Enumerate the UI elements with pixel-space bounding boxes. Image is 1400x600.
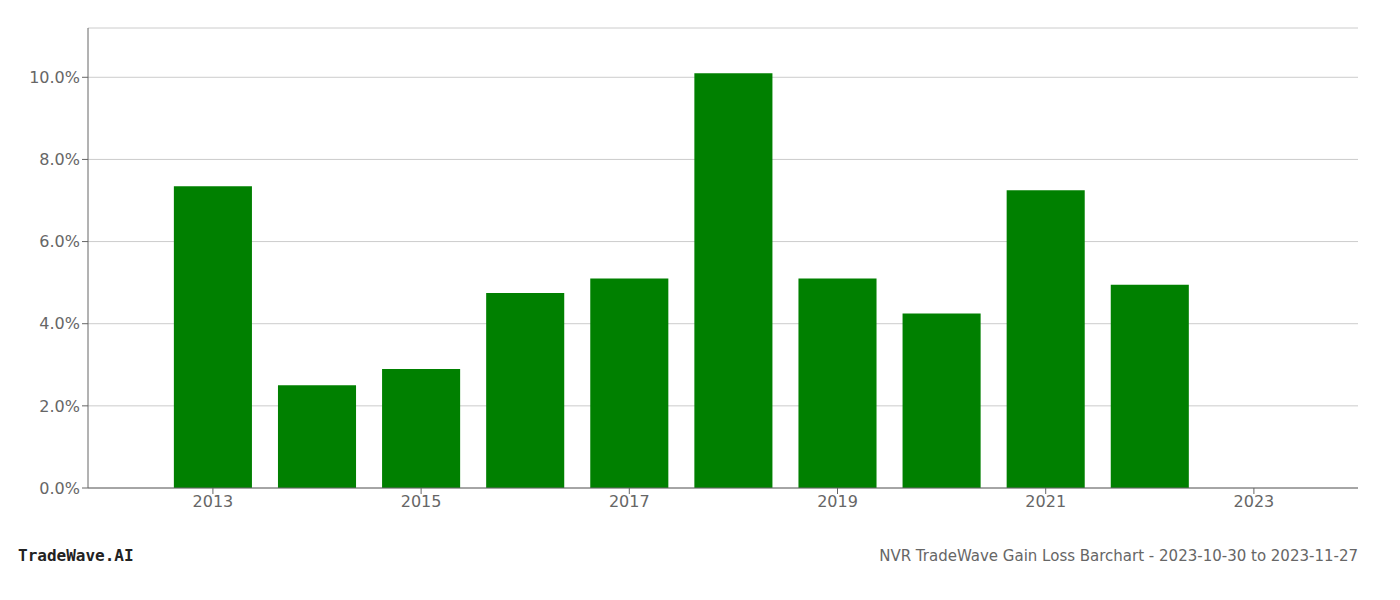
svg-text:2017: 2017 [609,492,650,511]
svg-text:10.0%: 10.0% [29,68,80,87]
svg-text:6.0%: 6.0% [39,232,80,251]
svg-text:0.0%: 0.0% [39,479,80,498]
svg-text:8.0%: 8.0% [39,150,80,169]
svg-text:2023: 2023 [1234,492,1275,511]
svg-text:2019: 2019 [817,492,858,511]
svg-text:2.0%: 2.0% [39,397,80,416]
svg-text:2013: 2013 [193,492,234,511]
html-text:TradeWave.AI: TradeWave.AI [18,546,134,565]
svg-text:2015: 2015 [401,492,442,511]
svg-text:4.0%: 4.0% [39,314,80,333]
html-text:NVR TradeWave Gain Loss Barcha: NVR TradeWave Gain Loss Barchart - 2023-… [879,547,1358,565]
svg-text:2021: 2021 [1025,492,1066,511]
